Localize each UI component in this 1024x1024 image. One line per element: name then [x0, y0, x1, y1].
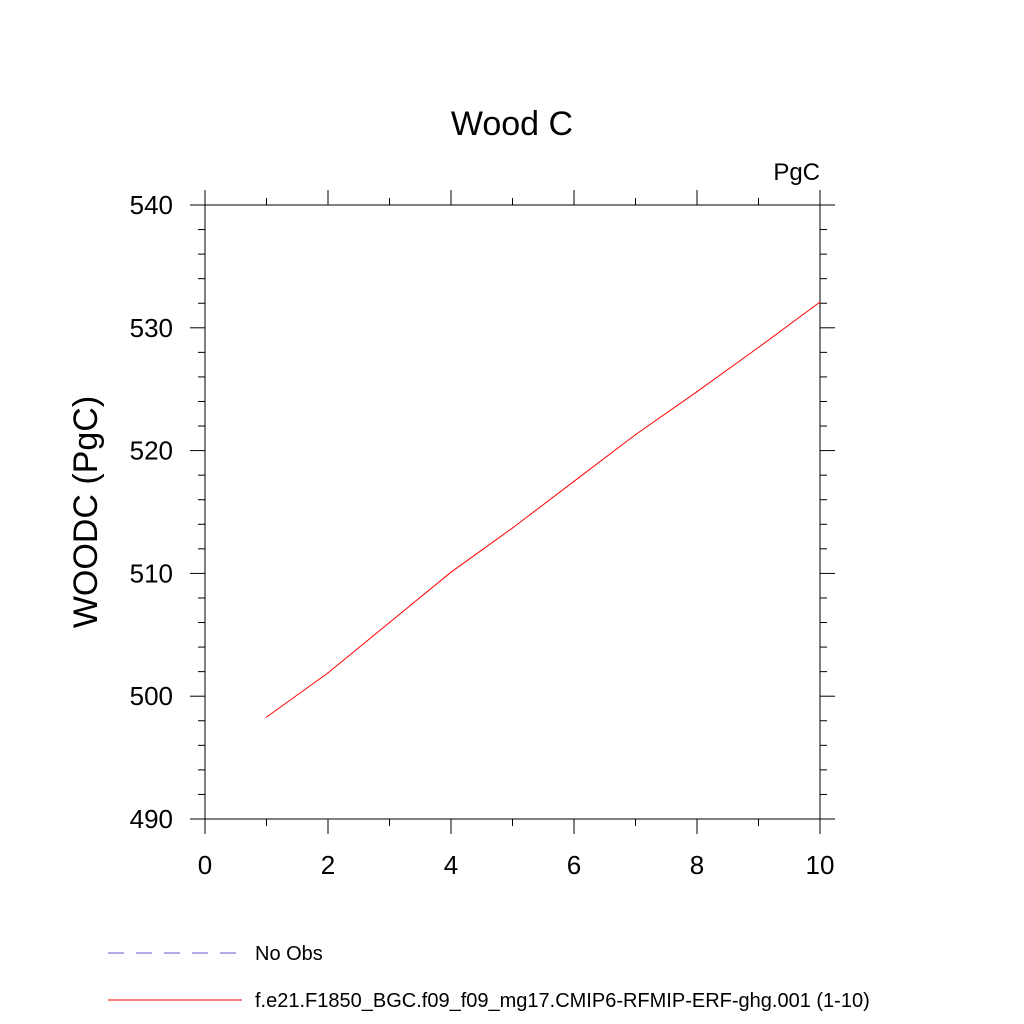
y-axis-label: WOODC (PgC) — [67, 396, 105, 628]
x-tick-label: 8 — [690, 850, 704, 880]
x-tick-label: 0 — [198, 850, 212, 880]
data-point — [634, 434, 637, 436]
data-point — [757, 346, 760, 349]
axis-ticks — [190, 190, 835, 834]
data-point — [819, 301, 821, 303]
y-tick-label: 510 — [130, 558, 173, 588]
x-tick-label: 2 — [321, 850, 335, 880]
y-tick-label: 490 — [130, 804, 173, 834]
data-point — [450, 571, 452, 573]
legend-label: f.e21.F1850_BGC.f09_f09_mg17.CMIP6-RFMIP… — [255, 990, 870, 1012]
data-point — [265, 716, 268, 718]
legend: No Obs f.e21.F1850_BGC.f09_f09_mg17.CMIP6… — [108, 943, 870, 1012]
units-label: PgC — [773, 159, 820, 186]
tick-labels: 0 2 4 6 8 10 490 500 510 520 530 540 — [130, 190, 835, 880]
legend-label: No Obs — [255, 943, 323, 965]
x-tick-label: 4 — [444, 850, 458, 880]
data-point — [511, 527, 514, 529]
x-tick-label: 6 — [567, 850, 581, 880]
data-point — [573, 480, 575, 482]
plot-frame — [204, 204, 821, 820]
series-group — [265, 301, 821, 718]
y-tick-label: 500 — [130, 681, 173, 711]
y-tick-label: 540 — [130, 190, 173, 220]
series-line — [266, 301, 821, 718]
x-tick-label: 10 — [806, 850, 835, 880]
data-point — [327, 672, 329, 674]
data-point — [388, 621, 391, 624]
y-tick-label: 520 — [130, 436, 173, 466]
y-tick-label: 530 — [130, 313, 173, 343]
chart-title: Wood C — [451, 105, 573, 143]
data-point — [696, 391, 698, 393]
